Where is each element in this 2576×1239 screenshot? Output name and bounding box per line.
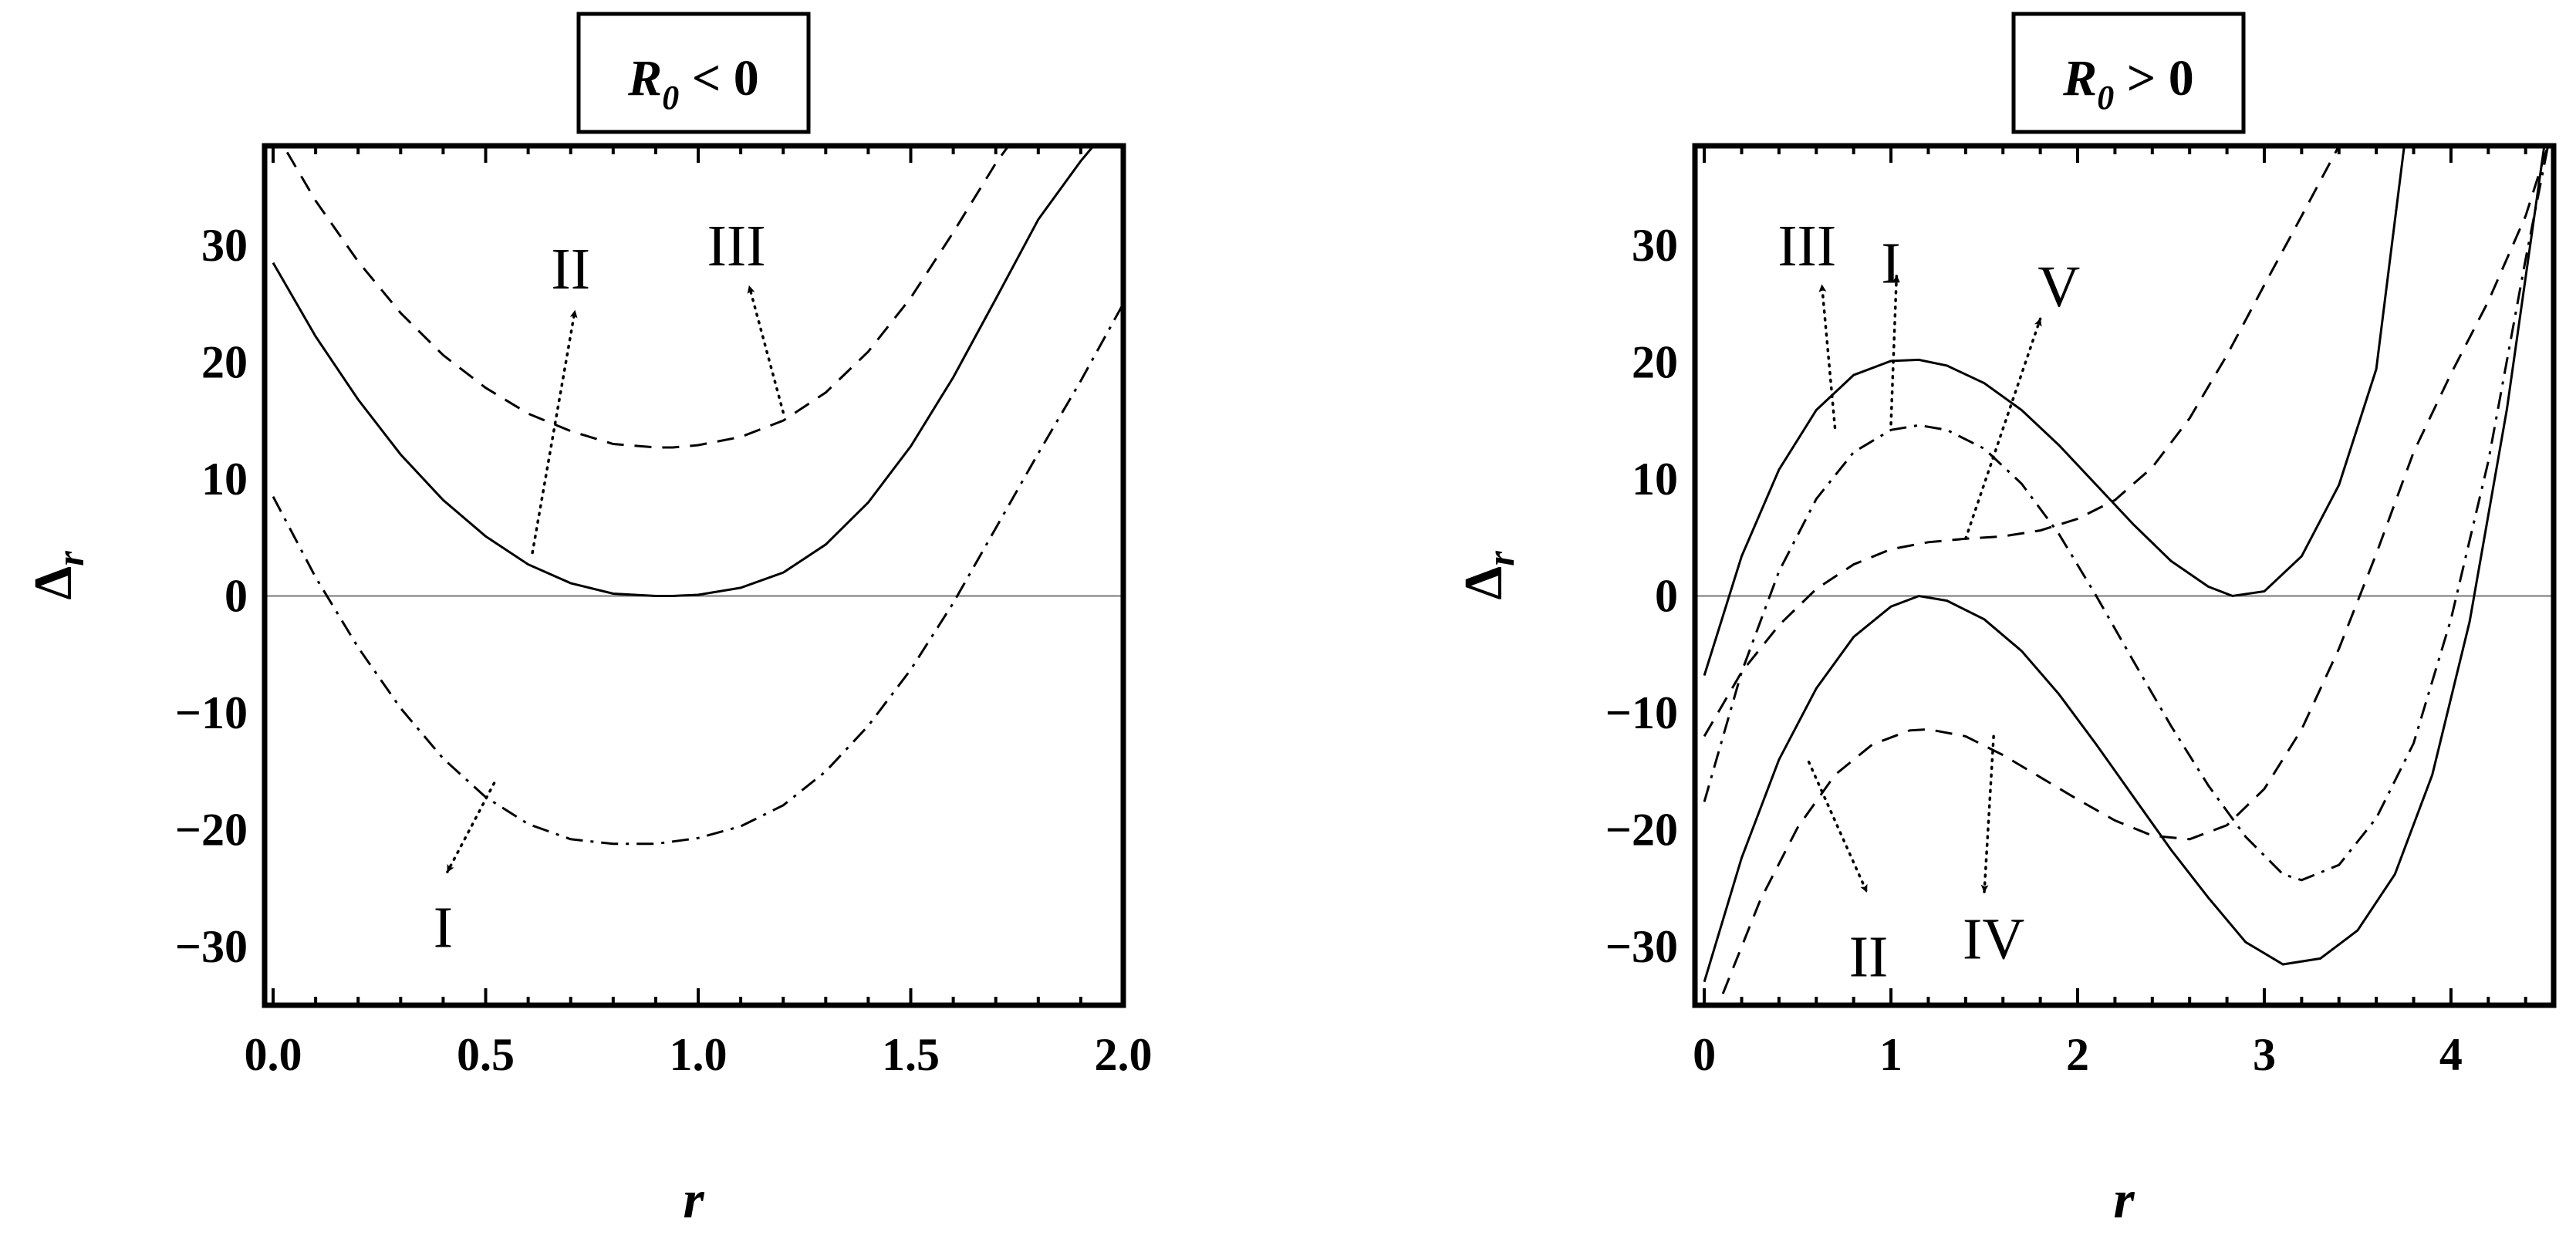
right-curve-label-IV: IV: [1963, 907, 2024, 972]
right-x-tick-label: 1: [1879, 1029, 1902, 1080]
left-panel: R0 < 0 0.0 0.5 1.0 1.5 2.0−30−20−100102030II…: [24, 12, 1153, 1230]
right-y-tick-label: 30: [1632, 220, 1678, 271]
left-y-tick-label: 0: [225, 571, 248, 622]
right-panel-title: R0 > 0: [2062, 50, 2194, 116]
right-curve-label-II: II: [1849, 924, 1889, 989]
right-y-tick-label: 10: [1632, 454, 1678, 505]
right-y-tick-label: −10: [1605, 687, 1678, 738]
left-curve-II: [272, 146, 1095, 597]
left-plot-frame: [262, 143, 1126, 1008]
right-annotation-pointer-II: [1807, 760, 1869, 893]
right-curve-V: [1703, 146, 2341, 738]
left-y-axis-label: Δr: [24, 551, 92, 600]
left-annotation-pointer-I: [446, 782, 496, 873]
left-annotation-pointer-III: [747, 285, 785, 414]
right-y-tick-label: 20: [1632, 336, 1678, 387]
right-x-axis-label: r: [2113, 1170, 2135, 1230]
left-y-tick-label: −20: [175, 805, 248, 856]
right-curve-label-V: V: [2038, 255, 2080, 319]
left-curve-III: [282, 146, 1010, 449]
left-y-tick-label: 10: [201, 454, 248, 505]
left-x-tick-label: 1.5: [882, 1029, 940, 1080]
left-y-tick-label: −30: [175, 921, 248, 972]
right-x-tick-label: 4: [2439, 1029, 2463, 1080]
right-x-tick-label: 2: [2066, 1029, 2089, 1080]
right-annotation-pointer-III: [1818, 283, 1837, 430]
right-title-box: [2011, 12, 2246, 134]
left-x-tick-label: 0.5: [457, 1029, 515, 1080]
right-plot-frame: [1692, 143, 2557, 1008]
right-x-tick-label: 3: [2253, 1029, 2276, 1080]
right-annotation-pointer-I: [1889, 274, 1900, 426]
left-title-box: [576, 12, 811, 134]
left-x-axis-label: r: [683, 1170, 704, 1230]
right-curve-label-III: III: [1778, 214, 1836, 279]
left-y-tick-label: −10: [175, 687, 248, 738]
left-curve-label-I: I: [434, 895, 453, 960]
right-curve-I: [1703, 146, 2406, 677]
right-curve-II: [1703, 146, 2546, 983]
left-annotation-pointer-II: [531, 309, 578, 555]
right-annotation-pointer-V: [1964, 317, 2042, 541]
right-curve-III: [1703, 146, 2550, 882]
left-x-tick-label: 2.0: [1095, 1029, 1153, 1080]
right-x-tick-label: 0: [1693, 1029, 1716, 1080]
left-x-tick-label: 0.0: [245, 1029, 302, 1080]
right-curve-IV: [1717, 146, 2550, 1005]
left-panel-title: R0 < 0: [627, 50, 759, 116]
right-curve-label-I: I: [1881, 231, 1900, 296]
left-y-tick-label: 20: [201, 336, 248, 387]
left-curve-label-III: III: [707, 214, 766, 279]
right-y-tick-label: 0: [1655, 571, 1678, 622]
right-annotation-pointer-IV: [1980, 734, 1995, 893]
right-y-tick-label: −30: [1605, 921, 1678, 972]
right-y-tick-label: −20: [1605, 805, 1678, 856]
left-curve-label-II: II: [551, 237, 590, 302]
right-y-axis-label: Δr: [1454, 551, 1522, 600]
left-y-tick-label: 30: [201, 220, 248, 271]
left-x-tick-label: 1.0: [670, 1029, 728, 1080]
left-curve-I: [272, 302, 1123, 846]
